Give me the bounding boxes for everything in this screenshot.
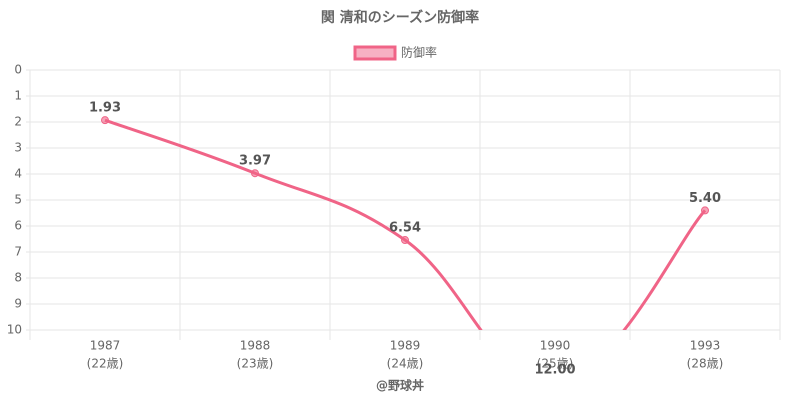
x-tick-label: 1993 — [690, 339, 721, 353]
point — [552, 379, 559, 386]
value-label: 3.97 — [239, 154, 271, 169]
legend-swatch — [353, 45, 397, 61]
x-tick-label: (22歳) — [87, 357, 124, 371]
x-tick-label: (25歳) — [537, 357, 574, 371]
value-label: 5.40 — [689, 191, 721, 206]
y-tick-label: 5 — [14, 193, 22, 207]
x-tick-label: 1988 — [240, 339, 271, 353]
x-tick-label: 1989 — [390, 339, 421, 353]
x-tick-label: (28歳) — [687, 357, 724, 371]
x-axis-title: @野球丼 — [376, 378, 424, 393]
value-label: 12.00 — [534, 363, 575, 378]
plot-area — [101, 116, 709, 386]
y-tick-label: 10 — [7, 323, 22, 337]
y-tick-label: 2 — [14, 115, 22, 129]
y-tick-label: 6 — [14, 219, 22, 233]
point — [701, 206, 709, 215]
value-label: 1.93 — [89, 101, 121, 116]
chart-title: 関 清和のシーズン防御率 — [321, 9, 479, 26]
line — [104, 118, 707, 330]
value-label: 6.54 — [389, 221, 421, 236]
y-tick-label: 1 — [14, 89, 22, 103]
point — [101, 116, 109, 125]
y-tick-label: 3 — [14, 141, 22, 155]
y-tick-label: 4 — [14, 167, 22, 181]
x-tick-label: 1987 — [90, 339, 121, 353]
point — [401, 236, 409, 245]
y-tick-label: 0 — [14, 63, 22, 77]
x-tick-label: (23歳) — [237, 357, 274, 371]
x-tick-label: 1990 — [540, 339, 571, 353]
y-tick-label: 9 — [14, 297, 22, 311]
legend-label: 防御率 — [401, 45, 437, 60]
x-tick-label: (24歳) — [387, 357, 424, 371]
point — [251, 169, 259, 178]
y-tick-label: 8 — [14, 271, 22, 285]
y-tick-label: 7 — [14, 245, 22, 259]
